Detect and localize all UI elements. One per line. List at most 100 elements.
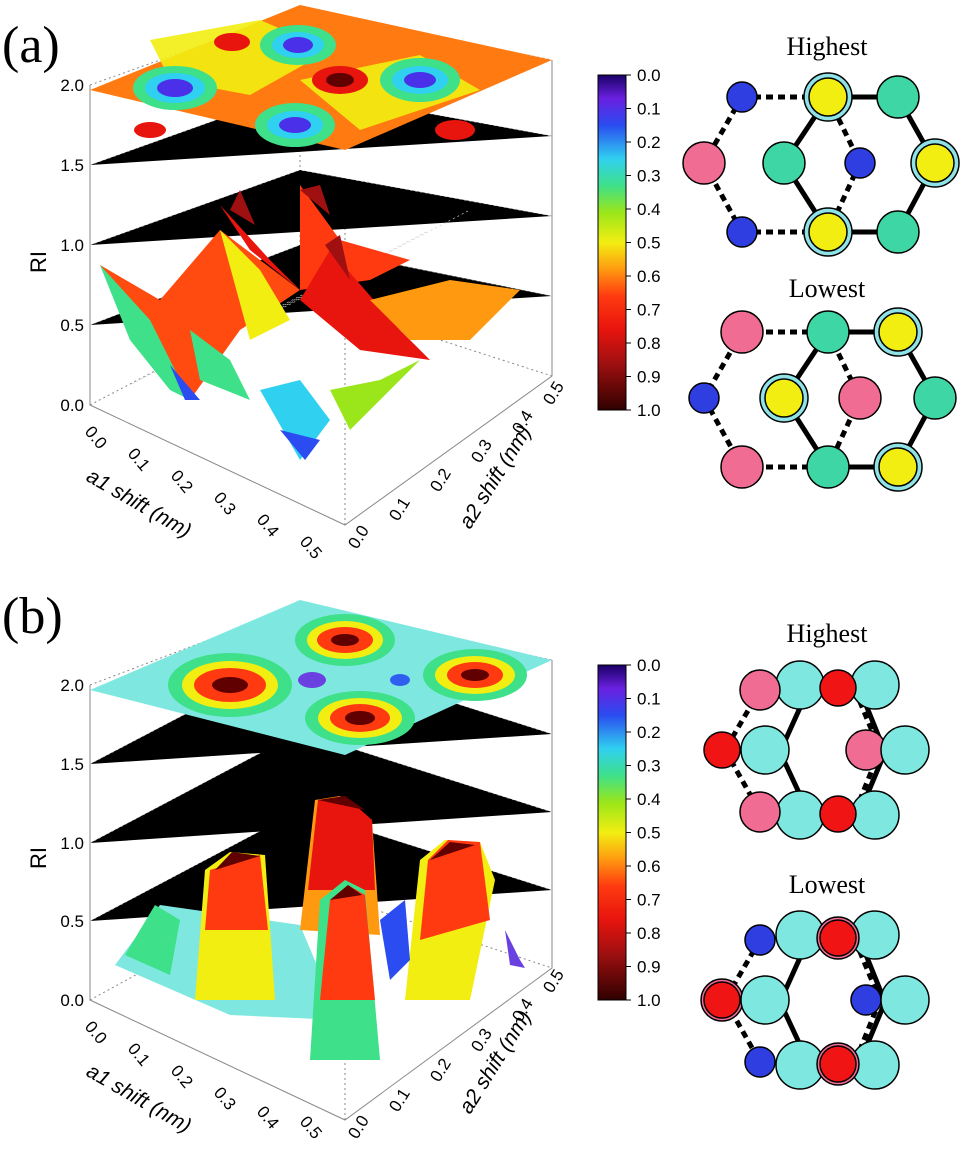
colorbar-tick-label: 0.4 [637,200,661,219]
surface [100,185,520,460]
x-tick: 0.0 [81,422,111,452]
atom [819,919,857,957]
y-axis-label: a2 shift (nm) [455,421,536,532]
atom [915,143,955,183]
atom [762,141,806,185]
z-tick: 0.0 [60,991,84,1010]
atom [806,445,850,489]
colorbar: 0.0 0.1 0.2 0.3 0.4 0.5 0.6 0.7 0.8 0.9 1.0 [597,66,661,420]
projection-plane [90,600,552,755]
colorbar-tick-label: 1.0 [637,401,661,420]
x-tick: 0.5 [296,1112,326,1142]
colorbar-tick-label: 0.5 [637,824,661,843]
diagram-lowest [700,910,930,1090]
x-tick: 0.3 [210,1083,240,1113]
z-axis-label: RI [26,847,51,869]
x-tick: 0.2 [167,1061,197,1091]
surface [115,796,525,1060]
atom [844,147,876,179]
atom [819,1045,857,1083]
colorbar-tick-label: 0.9 [637,958,661,977]
atom [740,975,790,1025]
z-axis-label: RI [26,251,51,273]
z-tick: 2.0 [60,76,84,95]
y-tick: 0.5 [539,966,568,996]
diagram-title: Highest [787,619,869,648]
atom [740,725,790,775]
atom [775,790,825,840]
colorbar-tick-label: 0.3 [637,757,661,776]
colorbar-tick-label: 0.2 [637,133,661,152]
atom [744,924,776,956]
colorbar-tick-label: 0.0 [637,66,661,85]
atom [739,791,781,833]
axes-box [89,9,553,526]
atom [819,795,857,833]
colorbar-tick-label: 0.7 [637,891,661,910]
diagram-title: Lowest [789,870,866,899]
atom [744,1046,776,1078]
z-tick: 1.5 [60,156,84,175]
x-tick: 0.5 [296,532,326,562]
atom [850,790,900,840]
panel-b: (b) [2,588,930,1143]
diagram-highest [703,660,930,840]
atom [682,141,726,185]
atom [806,310,850,354]
diagram-title: Lowest [789,274,866,303]
diagram-title: Highest [787,32,869,61]
atom [880,975,930,1025]
atom [808,212,848,252]
y-tick: 0.2 [426,1055,455,1085]
diagram-lowest [688,307,957,492]
x-tick: 0.0 [81,1017,111,1047]
atom [876,210,920,254]
atom [878,312,918,352]
atom [739,669,781,711]
colorbar-ticks: 0.0 0.1 0.2 0.3 0.4 0.5 0.6 0.7 0.8 0.9 1.0 [626,66,661,420]
z-tick: 2.0 [60,676,84,695]
colorbar-tick-label: 0.3 [637,167,661,186]
x-tick: 0.1 [124,444,154,474]
z-ticks: 0.0 0.5 1.0 1.5 2.0 [60,76,84,415]
z-tick: 0.5 [60,316,84,335]
projection-plane [90,5,552,150]
atom [726,216,758,248]
atom [880,725,930,775]
z-tick: 0.0 [60,396,84,415]
y-axis-label: a2 shift (nm) [455,1006,536,1117]
panel-label: (b) [2,588,63,645]
colorbar-tick-label: 0.6 [637,267,661,286]
atom [838,376,882,420]
colorbar-tick-label: 0.2 [637,723,661,742]
panel-a: (a) [2,5,960,563]
y-ticks: 0.0 0.1 0.2 0.3 0.4 0.5 [344,378,568,552]
colorbar-tick-label: 1.0 [637,991,661,1010]
x-tick: 0.4 [253,510,283,540]
atom [720,310,764,354]
colorbar-tick-label: 0.9 [637,368,661,387]
colorbar-tick-label: 0.7 [637,301,661,320]
y-tick: 0.0 [344,1112,373,1142]
z-tick: 1.0 [60,236,84,255]
atom [703,731,741,769]
atom [764,378,804,418]
x-tick: 0.4 [253,1102,283,1132]
atom [850,660,900,710]
atom [845,729,887,771]
colorbar-tick-label: 0.4 [637,790,661,809]
atom [720,445,764,489]
x-tick: 0.2 [167,466,197,496]
x-tick: 0.3 [210,488,240,518]
x-tick: 0.1 [124,1039,154,1069]
atom [850,984,882,1016]
atom [878,447,918,487]
colorbar-tick-label: 0.1 [637,690,661,709]
atom [808,77,848,117]
atom [775,660,825,710]
colorbar-tick-label: 0.1 [637,100,661,119]
atom [726,81,758,113]
y-tick: 0.1 [385,494,414,524]
colorbar-tick-label: 0.8 [637,924,661,943]
